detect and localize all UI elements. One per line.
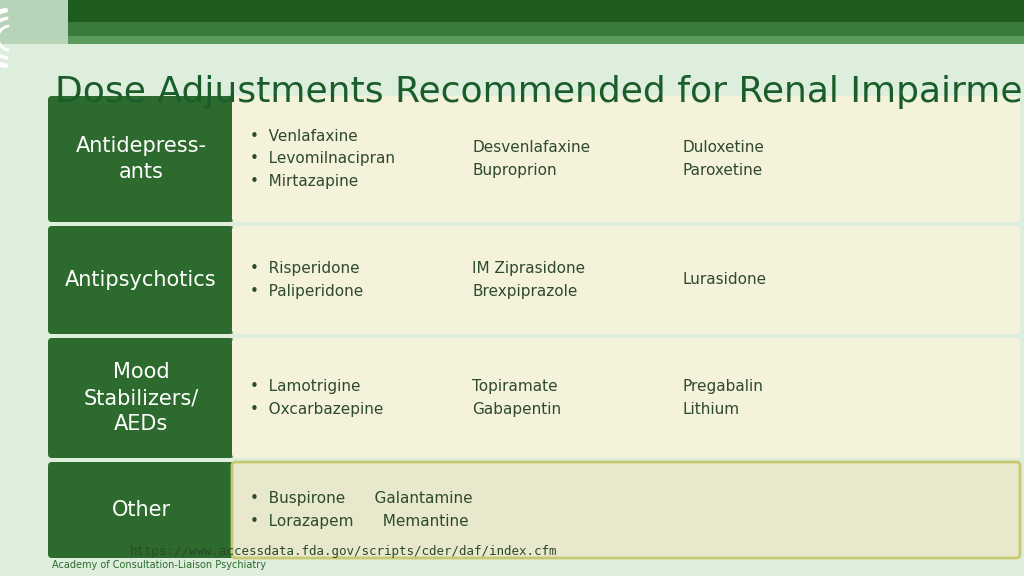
Text: Antipsychotics: Antipsychotics <box>66 270 217 290</box>
FancyBboxPatch shape <box>48 226 234 334</box>
FancyBboxPatch shape <box>0 0 68 44</box>
FancyBboxPatch shape <box>48 96 234 222</box>
Text: https://www.accessdata.fda.gov/scripts/cder/daf/index.cfm: https://www.accessdata.fda.gov/scripts/c… <box>130 545 557 558</box>
Text: IM Ziprasidone
Brexpiprazole: IM Ziprasidone Brexpiprazole <box>472 261 585 299</box>
Text: Dose Adjustments Recommended for Renal Impairment: Dose Adjustments Recommended for Renal I… <box>55 75 1024 109</box>
Text: Duloxetine
Paroxetine: Duloxetine Paroxetine <box>682 140 764 178</box>
FancyBboxPatch shape <box>232 96 1020 222</box>
Text: •  Buspirone      Galantamine
•  Lorazapem      Memantine: • Buspirone Galantamine • Lorazapem Mema… <box>250 491 473 529</box>
Text: Academy of Consultation-Liaison Psychiatry: Academy of Consultation-Liaison Psychiat… <box>52 560 266 570</box>
Text: Antidepress-
ants: Antidepress- ants <box>76 136 207 182</box>
FancyBboxPatch shape <box>232 226 1020 334</box>
Text: Other: Other <box>112 500 171 520</box>
FancyBboxPatch shape <box>232 338 1020 458</box>
FancyBboxPatch shape <box>0 36 1024 44</box>
FancyBboxPatch shape <box>0 22 1024 36</box>
Text: •  Risperidone
•  Paliperidone: • Risperidone • Paliperidone <box>250 261 364 299</box>
Text: Desvenlafaxine
Buproprion: Desvenlafaxine Buproprion <box>472 140 590 178</box>
FancyBboxPatch shape <box>232 462 1020 558</box>
FancyBboxPatch shape <box>0 0 1024 22</box>
Text: Mood
Stabilizers/
AEDs: Mood Stabilizers/ AEDs <box>83 362 199 434</box>
Text: •  Lamotrigine
•  Oxcarbazepine: • Lamotrigine • Oxcarbazepine <box>250 379 383 417</box>
FancyBboxPatch shape <box>48 338 234 458</box>
Text: •  Venlafaxine
•  Levomilnacipran
•  Mirtazapine: • Venlafaxine • Levomilnacipran • Mirtaz… <box>250 128 395 190</box>
Text: Lurasidone: Lurasidone <box>682 272 766 287</box>
Text: Pregabalin
Lithium: Pregabalin Lithium <box>682 379 763 417</box>
FancyBboxPatch shape <box>48 462 234 558</box>
Text: Topiramate
Gabapentin: Topiramate Gabapentin <box>472 379 561 417</box>
